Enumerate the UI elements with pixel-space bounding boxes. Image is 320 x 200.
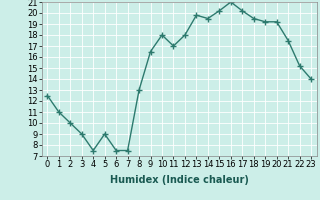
X-axis label: Humidex (Indice chaleur): Humidex (Indice chaleur) [110, 175, 249, 185]
